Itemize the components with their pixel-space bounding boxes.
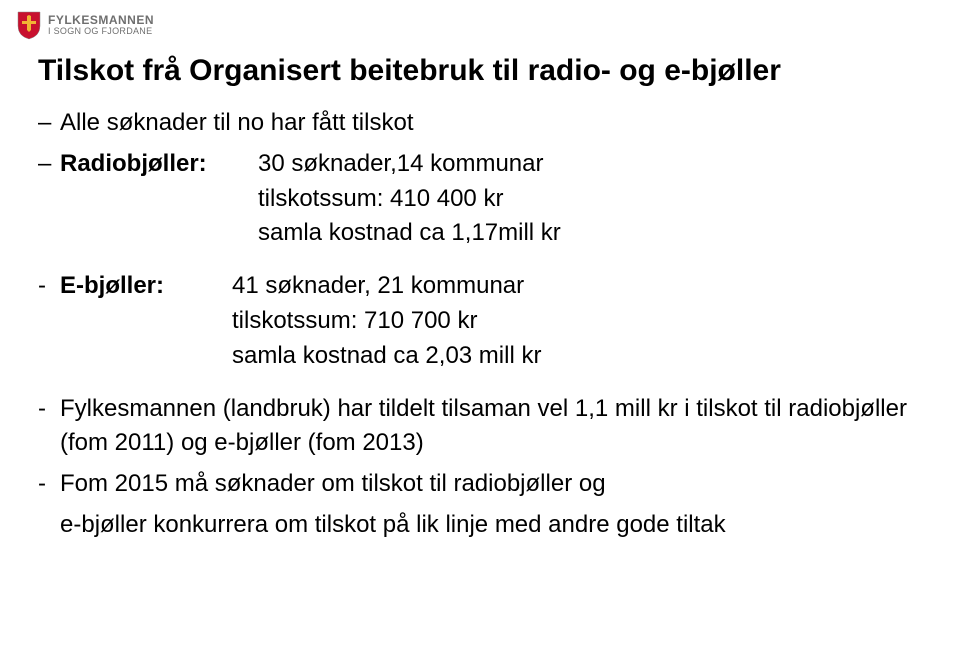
header-logo: FYLKESMANNEN I SOGN OG FJORDANE — [16, 10, 154, 40]
bullet-3-line3: samla kostnad ca 2,03 mill kr — [232, 339, 930, 374]
slide-content: Tilskot frå Organisert beitebruk til rad… — [38, 54, 930, 543]
bullet-dash: – — [38, 147, 60, 181]
bullet-3-label: E-bjøller: — [60, 269, 214, 373]
bullet-4-text: Fylkesmannen (landbruk) har tildelt tils… — [60, 392, 930, 462]
bullet-4: - Fylkesmannen (landbruk) har tildelt ti… — [38, 392, 930, 462]
bullet-5-line1: Fom 2015 må søknader om tilskot til radi… — [60, 467, 930, 502]
bullet-5: - Fom 2015 må søknader om tilskot til ra… — [38, 467, 930, 502]
logo-line2: I SOGN OG FJORDANE — [48, 27, 154, 36]
bullet-dash: – — [38, 106, 60, 140]
bullet-2-line1: 30 søknader,14 kommunar — [258, 147, 930, 182]
bullet-dash: - — [38, 392, 60, 426]
bullet-5-line2: e-bjøller konkurrera om tilskot på lik l… — [60, 508, 930, 543]
bullet-2-label: Radiobjøller: — [60, 147, 240, 251]
bullet-3: - E-bjøller: 41 søknader, 21 kommunar ti… — [38, 269, 930, 373]
bullet-3-line1: 41 søknader, 21 kommunar — [232, 269, 930, 304]
bullet-2-line2: tilskotssum: 410 400 kr — [258, 182, 930, 217]
slide-title: Tilskot frå Organisert beitebruk til rad… — [38, 54, 930, 88]
crest-icon — [16, 10, 42, 40]
logo-line1: FYLKESMANNEN — [48, 14, 154, 27]
bullet-3-line2: tilskotssum: 710 700 kr — [232, 304, 930, 339]
bullet-1: – Alle søknader til no har fått tilskot — [38, 106, 930, 141]
bullet-2-line3: samla kostnad ca 1,17mill kr — [258, 216, 930, 251]
bullet-text: Alle søknader til no har fått tilskot — [60, 106, 930, 141]
bullet-dash: - — [38, 467, 60, 501]
bullet-2: – Radiobjøller: 30 søknader,14 kommunar … — [38, 147, 930, 251]
bullet-dash: - — [38, 269, 60, 303]
